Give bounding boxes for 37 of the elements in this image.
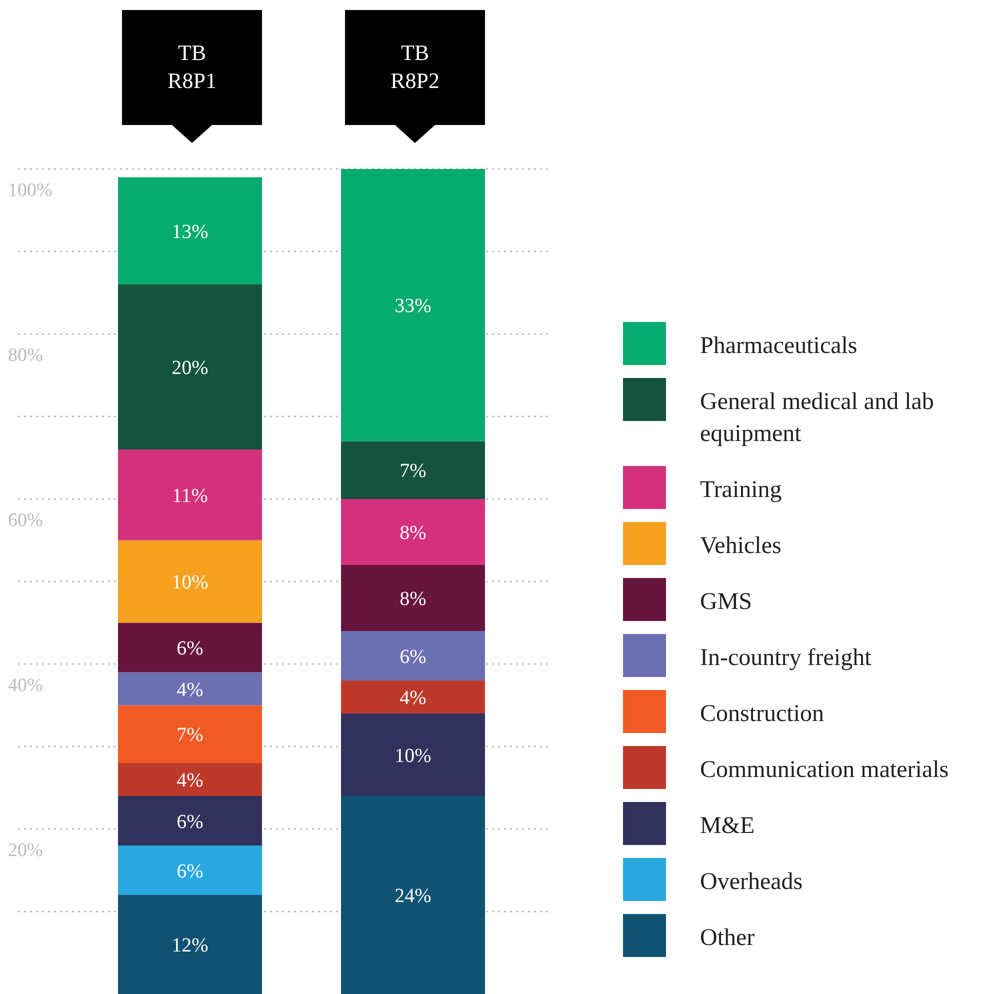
y-tick-label: 100% bbox=[8, 180, 52, 201]
data-label: 11% bbox=[172, 484, 208, 507]
data-label: 6% bbox=[176, 860, 204, 882]
legend-label: GMS bbox=[700, 589, 752, 615]
data-label: 4% bbox=[176, 678, 204, 701]
data-label: 7% bbox=[400, 460, 426, 482]
data-label: 10% bbox=[394, 744, 432, 767]
data-label: 8% bbox=[400, 522, 426, 544]
y-tick-label: 40% bbox=[8, 675, 43, 696]
data-label: 10% bbox=[172, 572, 208, 594]
legend-label: Training bbox=[700, 477, 782, 503]
legend-label: General medical and lab equipment bbox=[700, 389, 934, 447]
x-tick-label: TB R8P2 bbox=[390, 40, 440, 93]
data-label: 6% bbox=[176, 810, 204, 833]
legend-label: Communication materials bbox=[700, 757, 949, 783]
data-label: 20% bbox=[172, 357, 208, 379]
legend-label: Overheads bbox=[700, 869, 803, 895]
data-label: 12% bbox=[172, 934, 208, 956]
data-label: 6% bbox=[176, 638, 204, 660]
y-tick-label: 60% bbox=[8, 510, 43, 531]
y-tick-label: 80% bbox=[8, 345, 43, 366]
data-label: 13% bbox=[172, 220, 208, 243]
legend-label: Other bbox=[700, 925, 755, 951]
data-label: 7% bbox=[176, 724, 204, 746]
legend-label: Pharmaceuticals bbox=[700, 333, 858, 359]
data-label: 33% bbox=[394, 295, 432, 318]
x-tick-label: TB R8P1 bbox=[168, 40, 216, 93]
y-tick-label: 20% bbox=[8, 840, 43, 861]
data-label: 4% bbox=[176, 770, 204, 792]
legend-label: Construction bbox=[700, 701, 824, 727]
data-label: 24% bbox=[394, 885, 432, 907]
data-label: 8% bbox=[400, 588, 426, 610]
data-label: 6% bbox=[400, 646, 426, 668]
data-label: 4% bbox=[400, 687, 426, 709]
legend-label: M&E bbox=[700, 813, 755, 839]
legend-label: In-country freight bbox=[700, 645, 872, 671]
legend-label: Vehicles bbox=[700, 533, 782, 559]
